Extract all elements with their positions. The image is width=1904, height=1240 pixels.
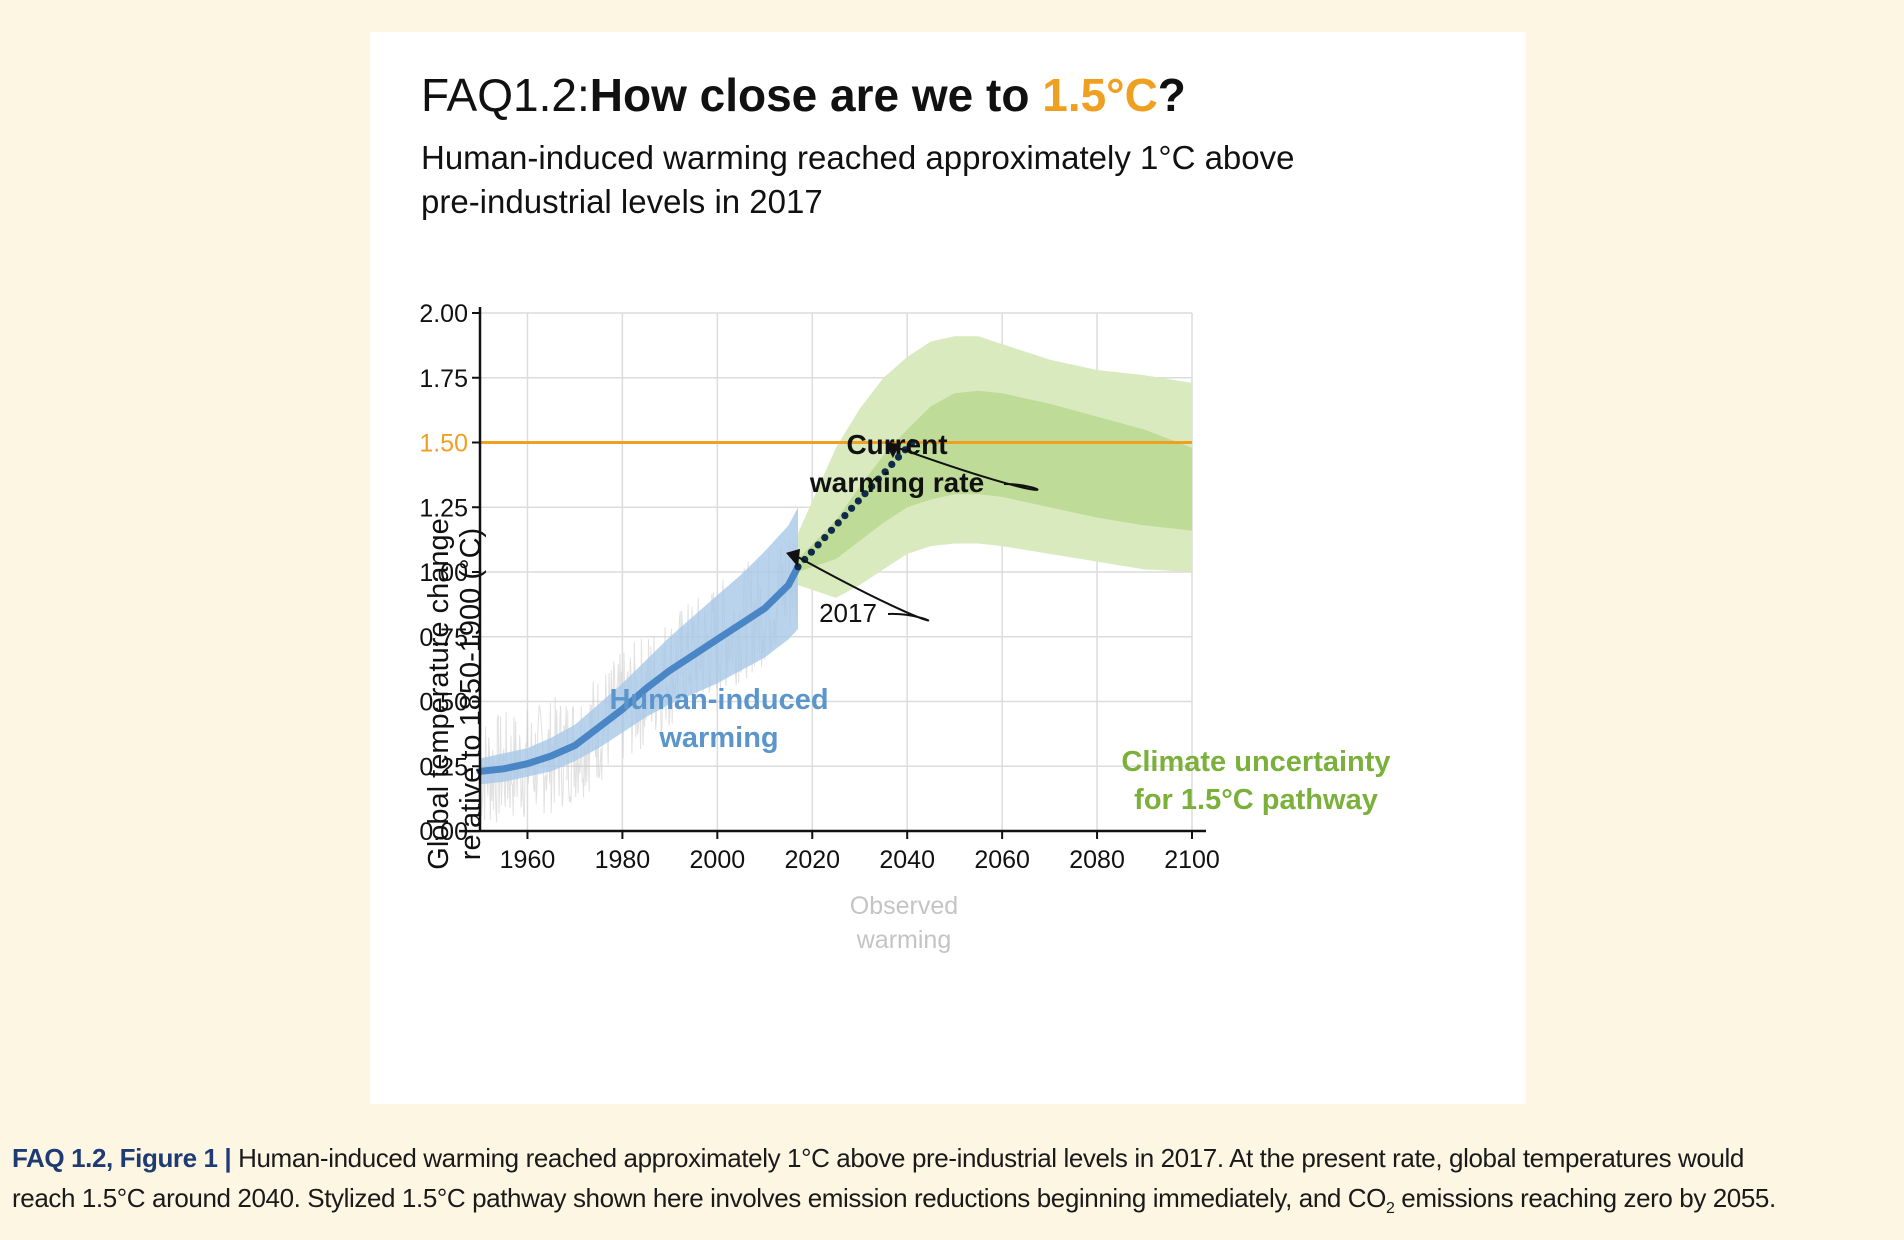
observed-label-2: warming xyxy=(856,926,951,954)
human-induced-label-1: Human-induced xyxy=(609,684,828,716)
y-tick-label-1.25: 1.25 xyxy=(419,494,468,522)
tick-labels: 0.00 0.25 0.50 0.75 1.00 1.25 1.50 1.75 2.00 1960… xyxy=(419,300,1219,874)
y-tick-label-1.00: 1.00 xyxy=(419,559,468,587)
y-tick-label-1.75: 1.75 xyxy=(419,365,468,393)
rate-dot xyxy=(794,563,802,571)
ylabel-line-2: relative to 1850-1900 (°C) xyxy=(455,528,487,860)
figure-caption: FAQ 1.2, Figure 1 | Human-induced warmin… xyxy=(12,1138,1892,1229)
current-rate-arrow xyxy=(892,445,1039,491)
x-tick-label-2100: 2100 xyxy=(1164,846,1220,874)
rate-dot xyxy=(881,468,889,476)
human-induced-warming-line xyxy=(476,563,802,775)
title-main: How close are we to xyxy=(589,69,1043,121)
rate-dot xyxy=(894,453,903,461)
rate-dot xyxy=(834,519,842,527)
y-tick-label-1.50: 1.50 xyxy=(419,430,468,458)
annotation-2017-arrow xyxy=(793,553,930,622)
rate-dot xyxy=(908,438,916,447)
rate-dot xyxy=(854,497,862,505)
human-induced-label-2: warming xyxy=(658,722,778,754)
rate-dot xyxy=(827,526,836,534)
x-tick-label-1960: 1960 xyxy=(500,846,556,874)
ylabel-line-1: Global temperature change xyxy=(423,518,455,869)
y-tick-label-0.50: 0.50 xyxy=(419,689,468,717)
figure-panel: FAQ1.2:How close are we to 1.5°C? Human-… xyxy=(370,32,1526,1104)
rate-dot xyxy=(807,548,815,556)
caption-line-1: Human-induced warming reached approximat… xyxy=(231,1143,1744,1173)
y-tick-label-0.00: 0.00 xyxy=(419,818,468,846)
current-rate-label-1: Current xyxy=(846,429,947,460)
current-rate-arrowhead xyxy=(884,442,900,459)
uncertainty-bands xyxy=(480,336,1192,785)
x-tick-label-2060: 2060 xyxy=(974,846,1030,874)
rate-dot xyxy=(868,482,876,490)
y-tick-label-0.75: 0.75 xyxy=(419,624,468,652)
annotation-2017-label: 2017 xyxy=(819,598,877,628)
figure-subtitle: Human-induced warming reached approximat… xyxy=(421,136,1421,224)
observed-label-1: Observed xyxy=(850,892,958,920)
title-suffix: ? xyxy=(1157,69,1186,121)
rate-dot xyxy=(848,504,856,512)
x-tick-label-2040: 2040 xyxy=(879,846,935,874)
pathway-inner-band xyxy=(798,390,1192,572)
rate-dot xyxy=(841,512,849,520)
subtitle-line-1: Human-induced warming reached approximat… xyxy=(421,139,1295,176)
x-tick-label-2080: 2080 xyxy=(1069,846,1125,874)
human-induced-band xyxy=(480,507,798,785)
pathway-label-1: Climate uncertainty xyxy=(1121,746,1390,778)
x-tick-label-2020: 2020 xyxy=(784,846,840,874)
annotation-2017-arrowhead xyxy=(786,548,801,567)
y-tick-label-2.00: 2.00 xyxy=(419,300,468,328)
pathway-label-2: for 1.5°C pathway xyxy=(1134,784,1378,816)
figure-title: FAQ1.2:How close are we to 1.5°C? xyxy=(421,68,1186,122)
rate-dot xyxy=(888,460,896,468)
title-highlight: 1.5°C xyxy=(1042,69,1158,121)
caption-subscript: 2 xyxy=(1385,1200,1395,1218)
rate-dot xyxy=(821,534,829,542)
rate-dot xyxy=(814,541,822,549)
rate-dot xyxy=(874,475,882,483)
x-tick-label-2000: 2000 xyxy=(690,846,746,874)
y-tick-label-0.25: 0.25 xyxy=(419,753,468,781)
caption-line-2b: emissions reaching zero by 2055. xyxy=(1394,1183,1776,1213)
caption-line-2a: reach 1.5°C around 2040. Stylized 1.5°C … xyxy=(12,1183,1386,1213)
current-rate-label-2: warming rate xyxy=(809,467,984,498)
warming-chart: 0.00 0.25 0.50 0.75 1.00 1.25 1.50 1.75 2.00 1960… xyxy=(419,300,1390,954)
rate-dot xyxy=(861,490,869,498)
caption-label: FAQ 1.2, Figure 1 | xyxy=(12,1143,232,1173)
subtitle-line-2: pre-industrial levels in 2017 xyxy=(421,183,823,220)
title-prefix: FAQ1.2: xyxy=(421,69,590,121)
x-tick-label-1980: 1980 xyxy=(595,846,651,874)
axes xyxy=(472,307,1206,839)
